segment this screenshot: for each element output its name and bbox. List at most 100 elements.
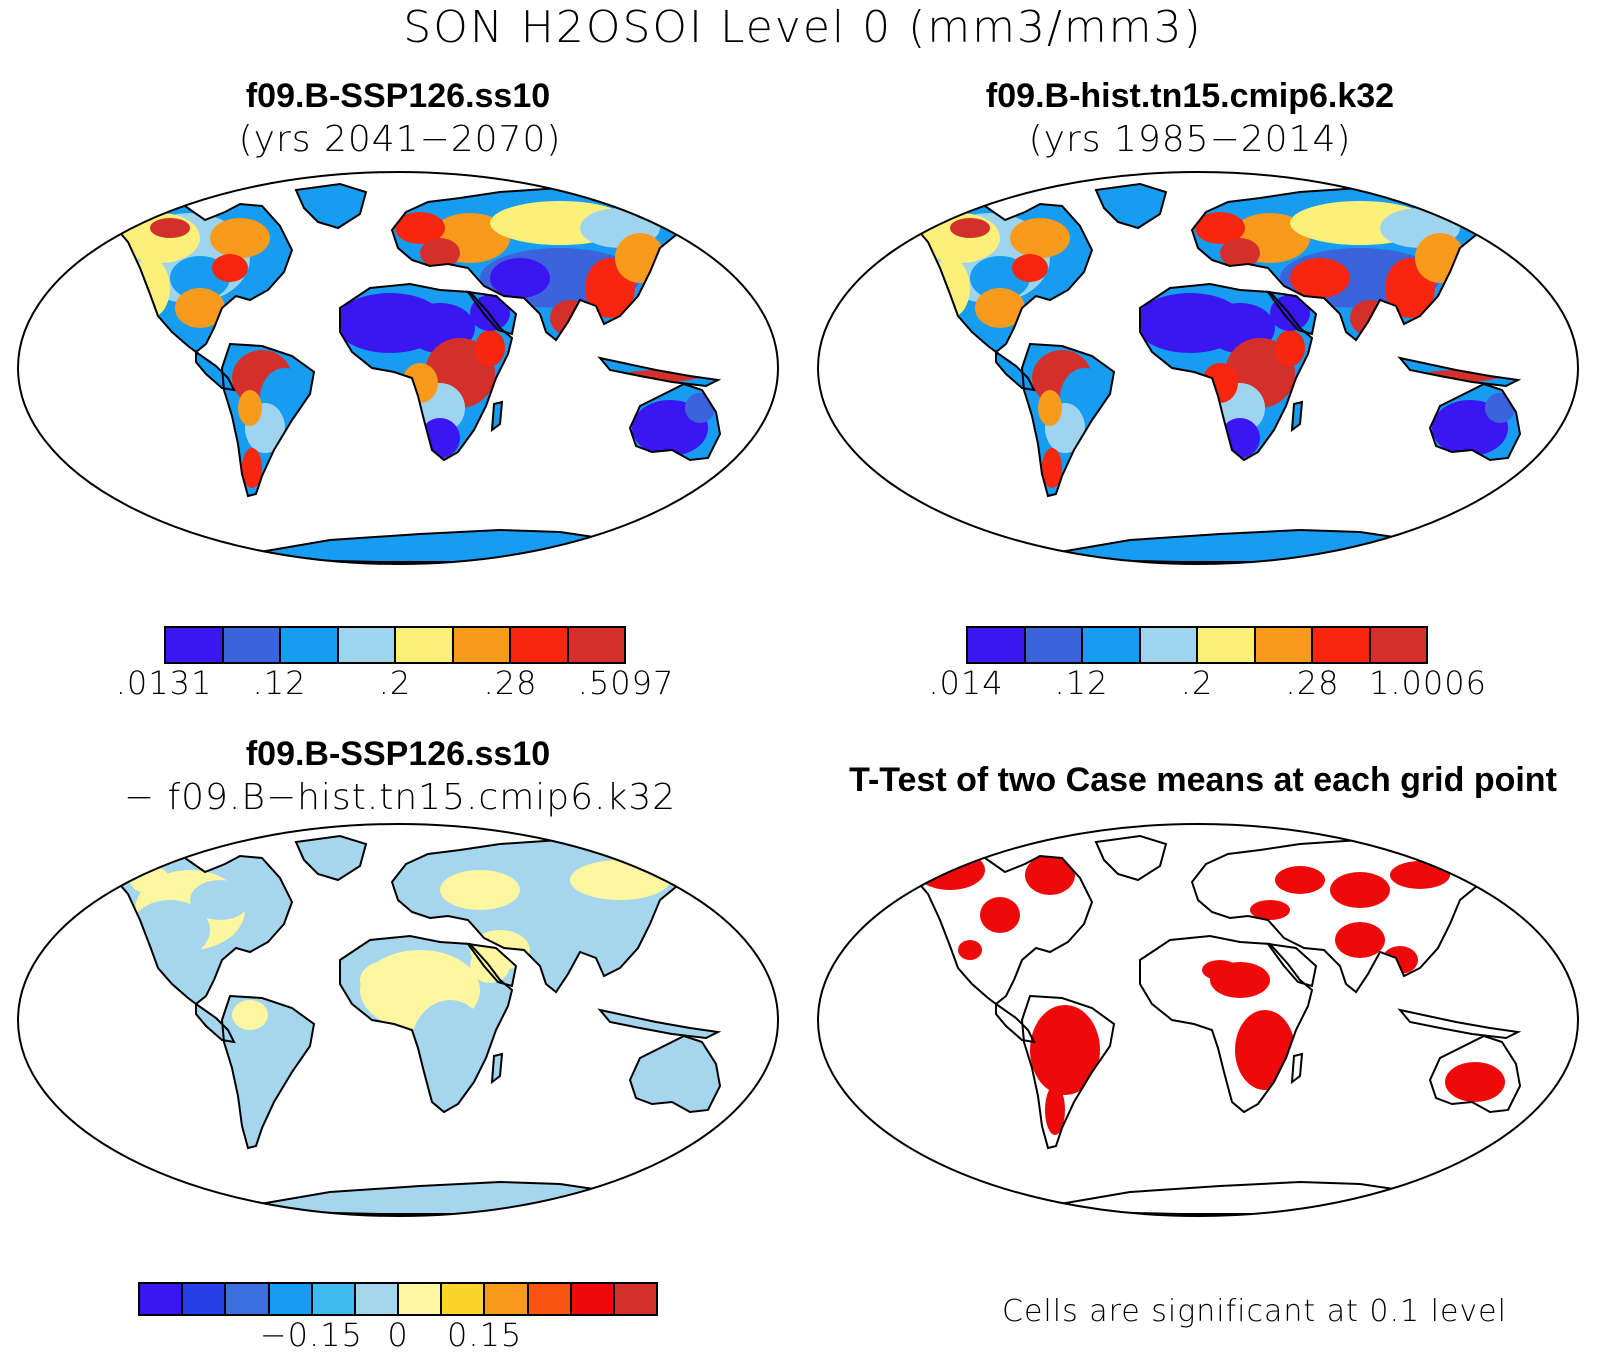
coastline-africa [339,934,514,1114]
colorbar-swatch [442,1284,486,1314]
coastline-samerica [1020,994,1116,1150]
coastline-camerica [195,350,236,392]
colorbar-swatch [968,628,1026,662]
field-patch [1025,855,1075,895]
field-patch [410,1000,490,1100]
field-patch [980,897,1020,933]
field-patch [1042,448,1062,488]
colorbar-swatch [399,1284,443,1314]
field-patch [685,393,715,423]
map-frame [817,823,1579,1217]
field-patch [1038,390,1062,426]
map-frame [17,823,779,1217]
coastline-africa [339,282,514,462]
colorbar-swatch [1025,628,1083,662]
map-frame [17,171,779,565]
field-patch [130,866,170,894]
colorbar-tick-label: .12 [252,664,307,702]
colorbar-swatch [485,1284,529,1314]
coastline-greenland [294,182,368,230]
colorbar-swatch [166,628,224,662]
coastline-greenland [1094,834,1168,882]
colorbar-swatch [355,1284,400,1314]
field-patch [1010,218,1070,258]
colorbar-bottom-left [138,1282,658,1316]
field-patch [950,218,990,238]
field-patch [975,288,1025,328]
coastline-arabia [1265,290,1318,336]
coastline-greenland [1094,182,1168,230]
panel-title-top-right: f09.B-hist.tn15.cmip6.k32 [985,77,1395,115]
panel-title-bottom-left: f09.B-SSP126.ss10 [245,735,551,773]
field-patch [212,254,248,282]
coastline-indonesia [1397,356,1522,388]
colorbar-swatch [269,1284,313,1314]
colorbar-swatch [568,628,624,662]
field-patch [1275,330,1305,366]
field-patch [570,860,670,900]
coastline-madagascar [490,1052,504,1085]
panel-title-top-left: f09.B-SSP126.ss10 [245,77,551,115]
colorbar-swatch [223,628,281,662]
coastline-africa [1139,934,1314,1114]
field-patch [420,238,460,268]
field-patch [242,448,262,488]
coastline-camerica [195,1002,236,1044]
colorbar-swatch [312,1284,356,1314]
field-patch [1382,946,1418,974]
field-patch [1235,1010,1295,1090]
field-patch [150,218,190,238]
field-patch [475,330,505,366]
field-patch [238,390,262,426]
colorbar-swatch [281,628,339,662]
colorbar-swatch [511,628,569,662]
colorbar-tick-label: .2 [378,664,412,702]
map-top-left [17,171,779,565]
field-patch [395,212,445,244]
coastline-indonesia [1397,1008,1522,1040]
colorbar-tick-label: .28 [483,664,538,702]
panel-subtitle-top-right: (yrs 1985−2014) [1028,119,1352,160]
colorbar-swatch [571,1284,615,1314]
colorbar-swatch [528,1284,572,1314]
coastline-indonesia [597,1008,722,1040]
coastline-arabia [1265,942,1318,988]
colorbar-swatch [226,1284,270,1314]
coastline-arabia [465,942,518,988]
panel-subtitle-bottom-left: − f09.B−hist.tn15.cmip6.k32 [123,777,677,818]
coastline-camerica [995,1002,1036,1044]
coastline-namerica [898,200,1094,354]
field-patch [615,233,665,283]
colorbar-tick-label: 0 [387,1316,409,1354]
field-patch [470,947,510,983]
field-patch [1202,363,1238,403]
colorbar-tick-label: .5097 [577,664,675,702]
field-patch [1202,960,1238,980]
field-patch [1220,238,1260,268]
field-patch [1250,900,1290,920]
field-patch [490,258,550,298]
coastline-madagascar [1290,400,1304,433]
field-patch [1270,295,1310,331]
field-patch [232,1000,268,1030]
field-patch [1030,1005,1100,1095]
panel-subtitle-top-left: (yrs 2041−2070) [238,119,562,160]
colorbar-swatch [1140,628,1198,662]
colorbar-tick-label: 1.0006 [1369,664,1487,702]
colorbar-tick-label: 0.15 [447,1316,523,1354]
colorbar-swatch [1198,628,1256,662]
coastline-samerica [220,342,316,498]
significance-note: Cells are significant at 0.1 level [1002,1294,1507,1329]
field-patch [1290,258,1350,298]
coastline-samerica [220,994,316,1150]
field-patch [190,880,250,920]
map-bottom-left [17,823,779,1217]
field-patch [1275,866,1325,894]
colorbar-tick-label: .28 [1285,664,1340,702]
field-patch [1012,254,1048,282]
field-patch [625,1050,715,1110]
panel-title-bottom-right: T-Test of two Case means at each grid po… [849,761,1557,799]
colorbar-swatch [614,1284,657,1314]
field-patch [958,940,982,960]
colorbar-swatch [338,628,396,662]
